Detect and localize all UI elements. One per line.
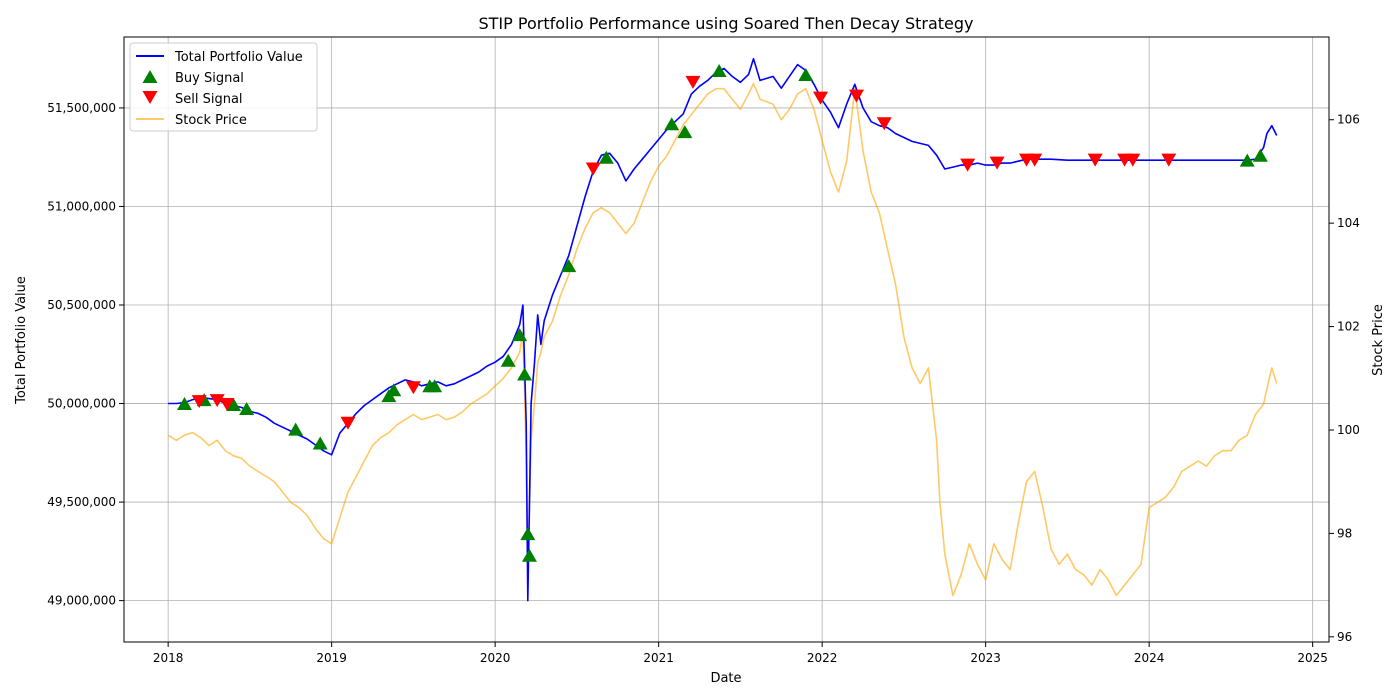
sell-signal-marker	[848, 89, 864, 103]
right-axis-label: Stock Price	[1371, 304, 1386, 376]
stock-price-line	[167, 82, 1278, 597]
x-tick-label: 2019	[316, 651, 347, 665]
buy-signal-marker	[226, 398, 242, 412]
x-tick-label: 2023	[970, 651, 1001, 665]
buy-signal-marker	[561, 259, 577, 273]
left-tick-label: 51,500,000	[47, 101, 116, 115]
sell-signal-marker	[685, 75, 701, 89]
x-tick-label: 2024	[1134, 651, 1165, 665]
sell-signal-marker	[585, 162, 601, 176]
x-tick-label: 2022	[807, 651, 838, 665]
right-tick-label: 98	[1337, 526, 1352, 540]
x-tick-label: 2025	[1297, 651, 1328, 665]
buy-signal-marker	[711, 64, 727, 78]
buy-signal-marker	[1252, 148, 1268, 162]
plot-frame	[123, 36, 1330, 643]
legend-price-label: Stock Price	[175, 113, 247, 128]
buy-signal-marker	[239, 401, 255, 415]
signal-markers	[176, 64, 1268, 562]
stock-price-layer	[167, 82, 1278, 597]
right-tick-label: 102	[1337, 320, 1360, 334]
buy-signal-marker	[500, 353, 516, 367]
left-axis-ticks: 49,000,000 49,500,000 50,000,000 50,500,000…	[47, 101, 124, 608]
legend-portfolio-label: Total Portfolio Value	[174, 50, 303, 65]
left-tick-label: 49,500,000	[47, 495, 116, 509]
buy-signal-marker	[598, 150, 614, 164]
buy-signal-marker	[520, 527, 536, 541]
sell-signal-marker	[876, 117, 892, 131]
legend-buy-swatch	[142, 70, 158, 83]
x-tick-label: 2021	[643, 651, 674, 665]
sell-signal-marker	[219, 398, 235, 412]
buy-signal-marker	[798, 67, 814, 81]
plot-area	[124, 37, 1329, 642]
left-axis-label: Total Portfolio Value	[14, 276, 29, 405]
right-tick-label: 106	[1337, 113, 1360, 127]
sell-signal-marker	[1125, 153, 1141, 167]
buy-signal-marker	[517, 367, 533, 381]
right-axis-ticks: 96 98 100 102 104 106	[1329, 113, 1360, 644]
sell-signal-marker	[1161, 153, 1177, 167]
sell-signal-marker	[989, 156, 1005, 170]
buy-signal-marker	[427, 379, 443, 393]
left-tick-label: 50,500,000	[47, 298, 116, 312]
portfolio-value-line	[168, 57, 1278, 602]
legend-sell-swatch	[142, 91, 158, 104]
x-tick-label: 2020	[480, 651, 511, 665]
x-axis-ticks: 2018 2019 2020 2021 2022 2023 2024 2025	[153, 642, 1328, 665]
x-tick-label: 2018	[153, 651, 184, 665]
chart-title: STIP Portfolio Performance using Soared …	[479, 14, 974, 33]
x-axis-label: Date	[710, 671, 741, 686]
buy-signal-marker	[521, 548, 537, 562]
buy-signal-marker	[386, 383, 402, 397]
buy-signal-marker	[312, 436, 328, 450]
buy-signal-marker	[176, 397, 192, 411]
buy-signal-marker	[1239, 153, 1255, 167]
sell-signal-marker	[960, 158, 976, 172]
sell-signal-marker	[1087, 153, 1103, 167]
right-tick-label: 100	[1337, 423, 1360, 437]
left-tick-label: 49,000,000	[47, 594, 116, 608]
sell-signal-marker	[340, 416, 356, 430]
buy-signal-marker	[512, 328, 528, 342]
left-tick-label: 51,000,000	[47, 199, 116, 213]
sell-signal-marker	[191, 395, 207, 409]
sell-signal-marker	[405, 381, 421, 395]
right-tick-label: 96	[1337, 630, 1352, 644]
right-tick-label: 104	[1337, 216, 1360, 230]
sell-signal-marker	[209, 394, 225, 408]
legend-box	[129, 42, 318, 132]
buy-signal-marker	[288, 422, 304, 436]
left-tick-label: 50,000,000	[47, 397, 116, 411]
legend-sell-label: Sell Signal	[175, 92, 243, 107]
buy-signal-marker	[664, 117, 680, 131]
portfolio-value-layer	[168, 57, 1278, 602]
sell-signal-marker	[813, 91, 829, 105]
buy-signal-marker	[677, 125, 693, 139]
legend: Total Portfolio Value Buy Signal Sell Si…	[129, 42, 318, 132]
legend-buy-label: Buy Signal	[175, 71, 244, 86]
sell-signal-marker	[1027, 153, 1043, 167]
